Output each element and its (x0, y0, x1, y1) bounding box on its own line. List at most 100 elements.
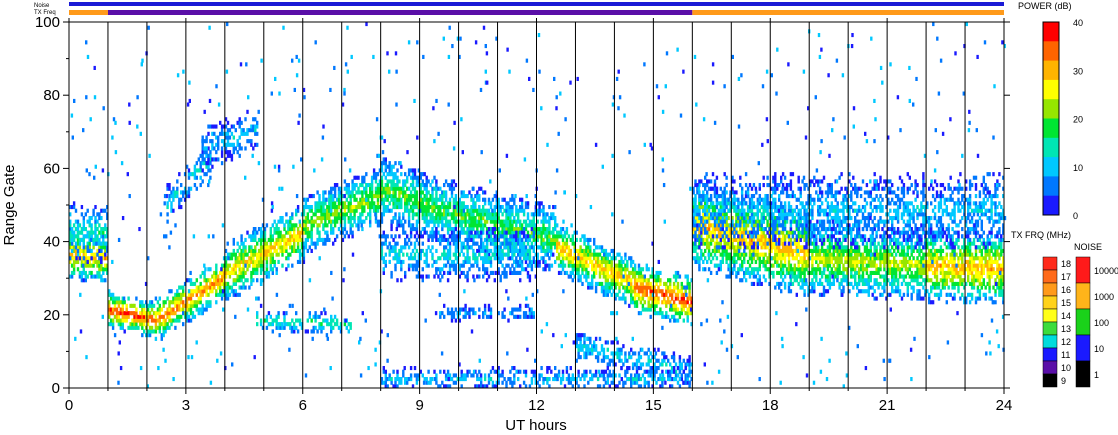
echo-cell (84, 245, 87, 250)
echo-cell (250, 256, 253, 261)
echo-cell (604, 270, 608, 275)
echo-cell (485, 208, 489, 213)
echo-cell (869, 245, 872, 250)
echo-cell (376, 223, 380, 228)
echo-cell (583, 237, 586, 242)
echo-cell (511, 197, 514, 202)
echo-cell (951, 281, 954, 286)
echo-cell (380, 179, 384, 184)
echo-cell (928, 278, 931, 283)
echo-cell (69, 259, 72, 264)
echo-cell (528, 245, 532, 250)
echo-cell (409, 190, 413, 195)
echo-cell (148, 314, 152, 319)
echo-cell (725, 248, 728, 253)
echo-cell (388, 186, 391, 191)
echo-cell (887, 270, 890, 275)
echo-cell (98, 274, 101, 279)
echo-cell (283, 248, 286, 253)
echo-cell (898, 270, 902, 275)
echo-cell (419, 186, 422, 191)
echo-cell (349, 216, 352, 221)
echo-cell (758, 227, 761, 232)
echo-cell (339, 186, 343, 191)
echo-cell (322, 216, 325, 221)
echo-cell (698, 219, 701, 224)
echo-cell (497, 212, 500, 217)
echo-cell (781, 237, 785, 242)
echo-cell (267, 270, 271, 275)
echo-cell (197, 311, 200, 316)
echo-cell (439, 186, 442, 191)
echo-cell (729, 267, 732, 272)
echo-cell (587, 248, 590, 253)
echo-cell (585, 248, 588, 253)
echo-cell (735, 227, 738, 232)
echo-cell (645, 267, 648, 272)
echo-cell (499, 219, 502, 224)
echo-cell (487, 216, 491, 221)
echo-cell (750, 237, 754, 242)
echo-cell (296, 241, 300, 246)
echo-cell (431, 205, 434, 210)
echo-cell (376, 183, 380, 188)
echo-cell (889, 259, 892, 264)
echo-cell (113, 300, 117, 305)
echo-cell (910, 270, 913, 275)
echo-cell (69, 241, 72, 246)
echo-cell (883, 259, 886, 264)
echo-cell (859, 263, 863, 268)
echo-cell (571, 234, 574, 239)
echo-cell (706, 227, 709, 232)
echo-cell (846, 281, 849, 286)
echo-cell (883, 234, 886, 239)
echo-cell (84, 274, 87, 279)
echo-cell (811, 230, 814, 235)
echo-cell (409, 194, 413, 199)
echo-cell (273, 259, 276, 264)
echo-cell (857, 259, 861, 264)
status-bars: Noise TX Freq (34, 2, 1004, 16)
echo-cell (967, 263, 970, 268)
echo-cell (189, 307, 193, 312)
echo-cell (254, 263, 257, 268)
echo-cell (526, 230, 530, 235)
echo-cell (596, 263, 600, 268)
echo-cell (741, 216, 744, 221)
echo-cell (672, 289, 676, 294)
echo-cell (123, 311, 126, 316)
echo-cell (252, 248, 255, 253)
echo-cell (207, 285, 210, 290)
echo-cell (620, 296, 623, 301)
echo-cell (630, 270, 633, 275)
echo-cell (811, 248, 814, 253)
echo-cell (698, 267, 701, 272)
echo-cell (462, 212, 465, 217)
echo-cell (487, 212, 491, 217)
echo-cell (778, 256, 781, 261)
echo-cell (254, 237, 257, 242)
echo-cell (513, 201, 516, 206)
echo-cell (896, 289, 900, 294)
echo-cell (431, 216, 434, 221)
echo-cell (431, 190, 434, 195)
echo-cell (544, 227, 547, 232)
echo-cell (856, 256, 859, 261)
echo-cell (222, 256, 226, 261)
echo-cell (787, 245, 791, 250)
echo-cell (84, 252, 87, 257)
echo-cell (908, 259, 911, 264)
echo-cell (330, 227, 333, 232)
echo-cell (277, 259, 280, 264)
echo-cell (998, 285, 1001, 290)
echo-cell (690, 322, 693, 327)
echo-cell (538, 212, 541, 217)
echo-cell (877, 285, 880, 290)
echo-cell (145, 314, 148, 319)
echo-cell (610, 274, 613, 279)
echo-cell (162, 300, 165, 305)
echo-cell (848, 281, 851, 286)
echo-cell (482, 190, 485, 195)
echo-cell (610, 259, 613, 264)
echo-cell (487, 197, 491, 202)
